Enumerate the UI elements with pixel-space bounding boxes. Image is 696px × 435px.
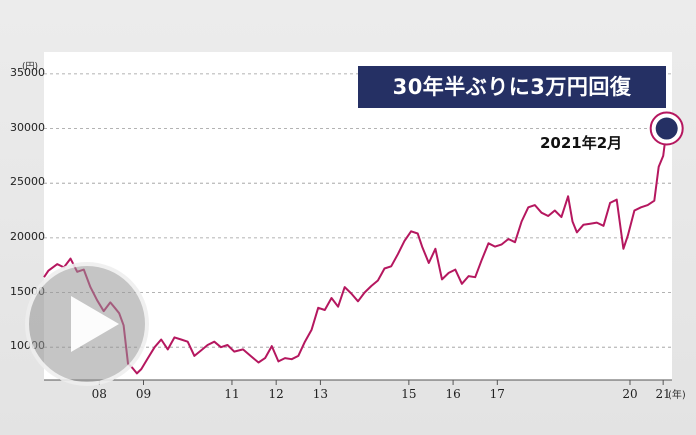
x-tick-label: 09 bbox=[135, 387, 152, 401]
y-axis-unit: (円) bbox=[22, 62, 39, 72]
y-tick-label: 20000 bbox=[10, 229, 45, 243]
series-line bbox=[43, 128, 668, 375]
x-tick-label: 12 bbox=[268, 387, 284, 401]
play-button[interactable] bbox=[25, 262, 149, 386]
x-axis-unit: (年) bbox=[668, 390, 686, 401]
gridlines bbox=[44, 73, 672, 348]
end-annotation-label: 2021年2月 bbox=[540, 134, 623, 152]
x-tick-label: 15 bbox=[401, 387, 417, 401]
x-tick-label: 20 bbox=[622, 387, 638, 401]
y-tick-label: 30000 bbox=[10, 120, 45, 134]
x-tick-label: 16 bbox=[445, 387, 461, 401]
end-marker-dot bbox=[655, 117, 678, 140]
x-tick-label: 08 bbox=[91, 387, 107, 401]
x-tick-label: 13 bbox=[312, 387, 329, 401]
y-tick-label: 35000 bbox=[10, 65, 45, 79]
y-tick-label: 25000 bbox=[10, 175, 45, 189]
x-tick-label: 11 bbox=[224, 387, 240, 401]
series-group bbox=[43, 128, 668, 375]
play-icon bbox=[71, 296, 119, 352]
x-tick-label: 17 bbox=[489, 387, 505, 401]
end-marker bbox=[649, 111, 684, 146]
x-tick-label: 21 bbox=[655, 387, 671, 401]
chart-title: 30年半ぶりに3万円回復 bbox=[358, 66, 666, 108]
